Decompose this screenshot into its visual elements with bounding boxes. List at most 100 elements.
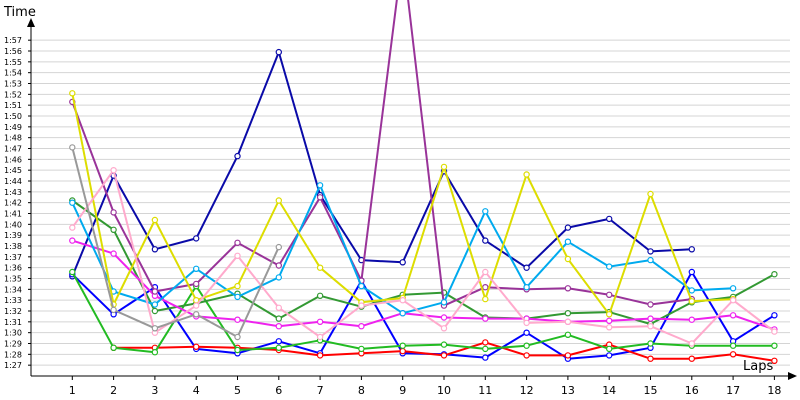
- x-tick-label: 14: [602, 384, 616, 397]
- data-point: [151, 325, 159, 332]
- data-point: [606, 352, 613, 359]
- data-point: [69, 199, 76, 206]
- x-tick-label: 12: [520, 384, 534, 397]
- x-tick-label: 3: [151, 384, 158, 397]
- y-tick-label: 1:41: [4, 210, 22, 219]
- data-point: [523, 329, 530, 336]
- y-tick-label: 1:30: [4, 329, 22, 338]
- data-point: [606, 263, 613, 270]
- y-tick-label: 1:48: [4, 134, 22, 143]
- x-tick-label: 10: [437, 384, 451, 397]
- x-tick-label: 4: [193, 384, 200, 397]
- y-tick-labels: 1:27 1:281:29 1:30 1:31 1:32 1:33 1:341:35 1:36…: [4, 36, 22, 370]
- data-point: [688, 268, 696, 276]
- y-tick-label: 1:38: [4, 242, 22, 251]
- data-point: [275, 48, 282, 56]
- data-point: [110, 306, 117, 314]
- axes: Time Laps: [3, 5, 797, 380]
- y-tick-label: 1:55: [4, 58, 22, 67]
- data-point: [316, 194, 324, 201]
- data-point: [771, 312, 778, 319]
- data-point: [69, 144, 76, 151]
- y-tick-label: 1:40: [4, 220, 22, 229]
- series-11: [69, 144, 282, 341]
- data-point: [564, 352, 572, 359]
- data-point: [606, 215, 613, 223]
- data-point: [729, 351, 737, 358]
- data-point: [275, 344, 282, 351]
- data-point: [564, 238, 572, 245]
- data-point: [358, 282, 365, 290]
- data-point: [69, 237, 76, 244]
- data-point: [688, 246, 696, 253]
- y-tick-label: 1:32: [4, 307, 22, 316]
- y-tick-label: 1:50: [4, 112, 22, 121]
- x-tick-label: 7: [317, 384, 324, 397]
- series-line: [71, 271, 775, 354]
- x-tick-labels: 1 2 3 4 5 6 7 8 9 10 11 12 13 14 15 16 17 18: [69, 384, 782, 397]
- y-tick-label: 1:27: [4, 361, 22, 370]
- y-tick-label: 1:35: [4, 275, 22, 284]
- data-point: [771, 357, 778, 364]
- data-point: [316, 292, 324, 299]
- series-line: [71, 51, 692, 277]
- series-4: [69, 268, 778, 356]
- y-tick-label: 1:47: [4, 145, 22, 154]
- y-tick-label: 1:57: [4, 36, 22, 45]
- data-point: [234, 252, 241, 259]
- data-point: [69, 268, 76, 276]
- data-point: [688, 316, 696, 323]
- data-point: [151, 307, 159, 315]
- data-point: [564, 224, 572, 231]
- data-point: [688, 355, 696, 362]
- series-line: [71, 147, 280, 338]
- data-point: [482, 315, 489, 322]
- data-point: [234, 316, 241, 323]
- data-point: [192, 302, 200, 309]
- y-tick-label: 1:53: [4, 80, 22, 89]
- data-point: [440, 341, 448, 348]
- x-tick-label: 18: [767, 384, 781, 397]
- data-point: [275, 243, 282, 251]
- y-tick-label: 1:37: [4, 253, 22, 262]
- y-tick-label: 1:49: [4, 123, 22, 132]
- series: [69, 0, 778, 364]
- data-point: [647, 301, 654, 308]
- data-point: [606, 317, 613, 324]
- data-point: [69, 224, 76, 231]
- data-point: [275, 197, 282, 204]
- data-point: [606, 345, 613, 353]
- data-point: [275, 304, 282, 311]
- data-point: [647, 248, 654, 255]
- x-tick-label: 16: [685, 384, 699, 397]
- data-point: [234, 346, 241, 354]
- y-tick-label: 1:46: [4, 155, 22, 164]
- data-point: [316, 352, 324, 359]
- data-point: [771, 328, 778, 335]
- data-point: [358, 323, 365, 330]
- data-point: [275, 323, 282, 330]
- data-point: [192, 265, 200, 272]
- y-tick-label: 1:52: [4, 90, 22, 99]
- x-tick-label: 8: [358, 384, 365, 397]
- data-point: [771, 342, 778, 349]
- x-tick-label: 13: [561, 384, 575, 397]
- y-tick-label: 1:43: [4, 188, 22, 197]
- y-tick-label: 1:45: [4, 166, 22, 175]
- data-point: [647, 256, 654, 264]
- x-tick-label: 5: [234, 384, 241, 397]
- data-point: [234, 333, 241, 341]
- series-line: [71, 169, 776, 345]
- data-point: [399, 310, 406, 317]
- x-tick-label: 17: [726, 384, 740, 397]
- y-tick-label: 1:51: [4, 101, 22, 110]
- y-tick-label: 1:39: [4, 231, 22, 240]
- data-point: [564, 255, 572, 263]
- data-point: [275, 338, 282, 345]
- data-point: [564, 331, 572, 338]
- data-point: [399, 297, 406, 304]
- y-tick-label: 1:29: [4, 340, 22, 349]
- data-point: [192, 235, 200, 242]
- data-point: [192, 311, 200, 318]
